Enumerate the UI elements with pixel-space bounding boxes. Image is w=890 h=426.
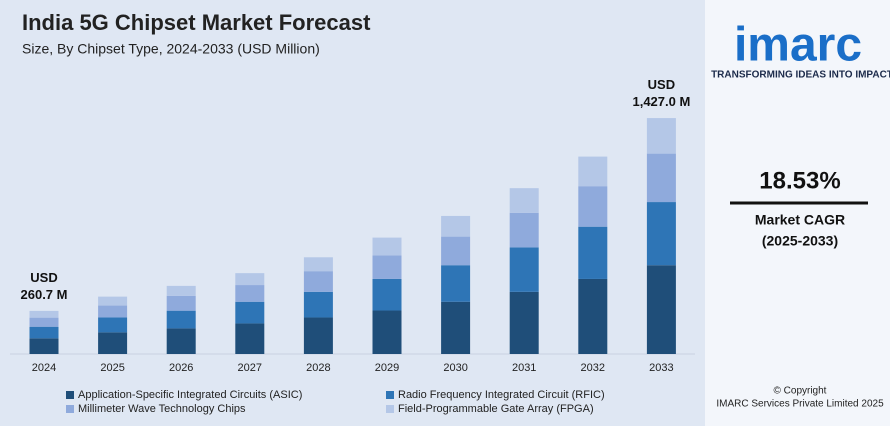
- tagline: TRANSFORMING IDEAS INTO IMPACT: [711, 70, 890, 81]
- x-tick-label: 2029: [375, 362, 399, 374]
- bar-segment: [235, 301, 265, 324]
- cagr-label: Market CAGR: [755, 212, 845, 228]
- company: IMARC Services Private Limited 2025: [716, 399, 884, 410]
- bar-segment: [303, 317, 333, 354]
- bar-segment: [166, 295, 196, 311]
- legend-label: Field-Programmable Gate Array (FPGA): [398, 403, 594, 415]
- x-tick-label: 2028: [306, 362, 330, 374]
- bar-segment: [235, 323, 265, 354]
- bar-segment: [98, 332, 128, 354]
- bar-segment: [441, 236, 471, 266]
- bar-segment: [372, 255, 402, 279]
- legend-swatch: [386, 405, 394, 413]
- bar-segment: [303, 257, 333, 272]
- bar-segment: [303, 271, 333, 292]
- bar-segment: [646, 153, 676, 203]
- bar-segment: [235, 285, 265, 302]
- x-tick-label: 2025: [100, 362, 124, 374]
- bar-segment: [372, 237, 402, 256]
- bar-segment: [235, 273, 265, 286]
- bar-segment: [441, 265, 471, 302]
- chart-title: India 5G Chipset Market Forecast: [22, 10, 371, 35]
- total-label: USD 260.7 M: [21, 270, 68, 302]
- copyright: © Copyright: [774, 386, 827, 397]
- bar-segment: [166, 310, 196, 329]
- x-tick-label: 2031: [512, 362, 536, 374]
- bar-segment: [29, 310, 59, 318]
- bar-segment: [646, 202, 676, 266]
- bar-segment: [166, 285, 196, 296]
- bar-segment: [578, 226, 608, 279]
- bar-segment: [29, 317, 59, 327]
- bar-segment: [441, 215, 471, 237]
- side-panel: [705, 0, 890, 426]
- x-tick-label: 2024: [32, 362, 56, 374]
- x-tick-label: 2026: [169, 362, 193, 374]
- cagr-period: (2025-2033): [762, 233, 838, 249]
- bar-segment: [98, 296, 128, 306]
- legend-swatch: [66, 405, 74, 413]
- bar-segment: [303, 291, 333, 318]
- legend-label: Application-Specific Integrated Circuits…: [78, 389, 302, 401]
- bar-segment: [166, 328, 196, 354]
- legend-label: Millimeter Wave Technology Chips: [78, 403, 246, 415]
- cagr-value: 18.53%: [759, 167, 840, 194]
- bar-segment: [578, 186, 608, 227]
- bar-segment: [509, 247, 539, 292]
- bar-segment: [372, 278, 402, 311]
- total-label: USD 1,427.0 M: [632, 78, 690, 110]
- bar-segment: [29, 338, 59, 354]
- legend-label: Radio Frequency Integrated Circuit (RFIC…: [398, 389, 605, 401]
- bar-segment: [646, 265, 676, 354]
- bar-segment: [578, 156, 608, 187]
- legend-swatch: [66, 391, 74, 399]
- x-tick-label: 2033: [649, 362, 673, 374]
- bar-segment: [578, 278, 608, 354]
- bar-segment: [509, 212, 539, 248]
- bar-segment: [372, 310, 402, 354]
- logo: imarc: [734, 19, 862, 72]
- x-tick-label: 2027: [238, 362, 262, 374]
- chart-subtitle: Size, By Chipset Type, 2024-2033 (USD Mi…: [22, 41, 320, 57]
- bar-segment: [509, 188, 539, 213]
- x-tick-label: 2032: [581, 362, 605, 374]
- bar-segment: [509, 291, 539, 354]
- bar-segment: [441, 301, 471, 354]
- bar-segment: [98, 305, 128, 318]
- bar-segment: [98, 317, 128, 333]
- bar-segment: [29, 326, 59, 339]
- legend-swatch: [386, 391, 394, 399]
- x-tick-label: 2030: [443, 362, 467, 374]
- bar-segment: [646, 118, 676, 154]
